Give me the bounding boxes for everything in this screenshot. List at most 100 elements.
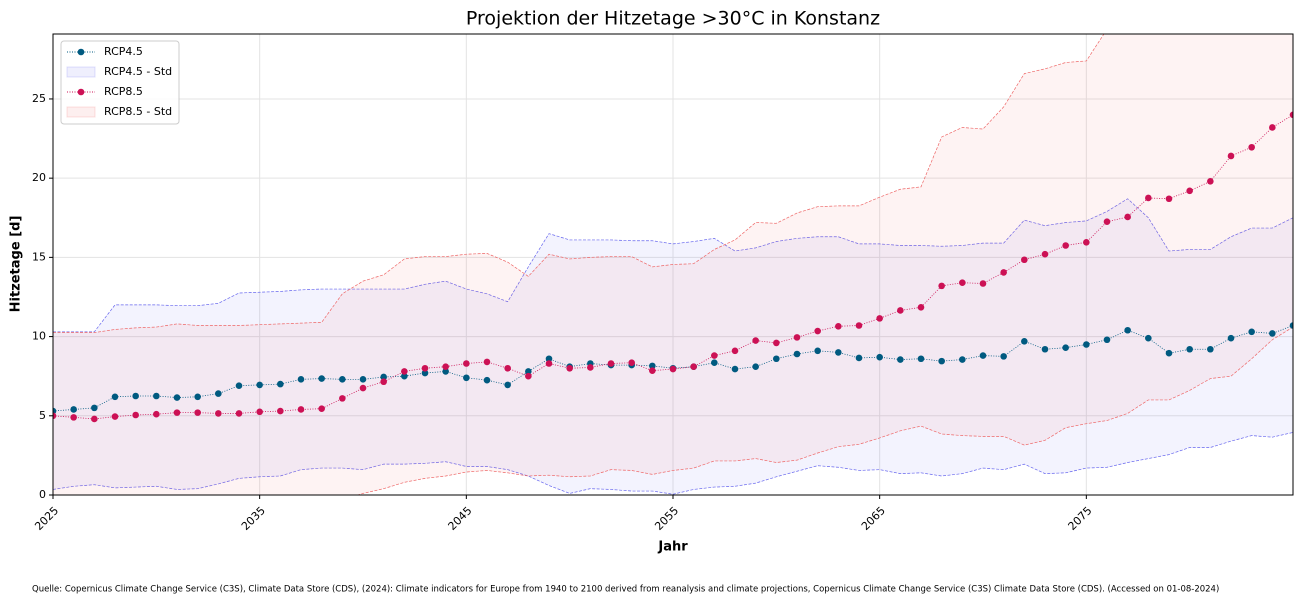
data-point	[979, 352, 987, 359]
data-point	[53, 412, 57, 420]
data-point	[194, 393, 201, 401]
data-point	[607, 360, 615, 367]
x-tick-label: 2055	[652, 504, 681, 533]
data-point	[359, 376, 367, 383]
data-point	[442, 363, 449, 370]
data-point	[628, 359, 635, 367]
data-point	[91, 404, 98, 412]
data-point	[959, 279, 966, 287]
data-point	[401, 372, 408, 380]
data-point	[649, 362, 656, 370]
data-point	[1165, 349, 1173, 357]
data-point	[731, 365, 739, 373]
data-point	[752, 337, 759, 344]
data-point	[132, 392, 139, 400]
data-point	[1021, 256, 1028, 264]
data-point	[463, 360, 470, 367]
x-tick-label: 2035	[239, 504, 268, 533]
data-point	[525, 372, 532, 380]
data-point	[876, 315, 883, 322]
data-point	[1269, 124, 1276, 131]
legend-box	[60, 40, 180, 125]
data-point	[235, 382, 243, 389]
data-point	[711, 352, 718, 359]
data-point	[793, 350, 801, 358]
y-tick-label: 15	[32, 250, 46, 263]
data-point	[339, 376, 346, 383]
data-point	[421, 364, 429, 372]
y-tick-label: 10	[32, 330, 46, 343]
data-point	[1207, 178, 1214, 185]
data-point	[277, 407, 284, 415]
data-point	[649, 367, 656, 374]
data-point	[938, 357, 945, 365]
data-point	[938, 282, 945, 290]
data-point	[297, 406, 305, 413]
legend-swatch	[66, 106, 96, 118]
data-point	[277, 380, 284, 388]
data-point	[504, 364, 511, 372]
data-point	[153, 410, 160, 418]
data-point	[1083, 341, 1090, 348]
x-tick-label: 2045	[446, 504, 475, 533]
data-point	[111, 413, 119, 420]
data-point	[1062, 344, 1069, 351]
data-point	[483, 358, 491, 366]
x-tick-label: 2065	[859, 504, 888, 533]
data-point	[194, 409, 201, 416]
data-point	[897, 356, 904, 363]
y-tick-label: 5	[39, 409, 46, 422]
data-point	[1062, 242, 1069, 249]
y-axis-label: Hitzetage [d]	[9, 216, 24, 313]
data-point	[793, 334, 801, 341]
data-point	[814, 327, 821, 335]
data-point	[442, 368, 449, 375]
data-point	[1165, 195, 1173, 203]
std-lower-edge	[53, 432, 1293, 495]
data-point	[897, 307, 904, 314]
data-point	[1248, 328, 1255, 336]
data-point	[1124, 326, 1131, 334]
data-point	[339, 395, 346, 402]
std-lower-edge	[317, 326, 1293, 495]
data-point	[70, 414, 77, 421]
y-tick-label: 20	[32, 171, 46, 184]
data-point	[773, 355, 780, 363]
legend-label: RCP8.5	[104, 85, 143, 98]
data-point	[1289, 322, 1293, 329]
data-point	[215, 390, 222, 397]
data-point	[1021, 338, 1028, 345]
data-point	[566, 364, 573, 372]
data-point	[1000, 353, 1007, 360]
data-point	[401, 368, 408, 375]
y-tick-label: 25	[32, 92, 46, 105]
data-point	[173, 409, 181, 416]
data-point	[70, 406, 77, 413]
legend-swatch	[66, 66, 96, 78]
data-point	[1186, 345, 1193, 353]
data-point	[855, 354, 863, 362]
legend-label: RCP4.5	[104, 45, 143, 58]
legend-marker	[77, 88, 85, 96]
data-point	[1000, 269, 1007, 276]
x-axis-label: Jahr	[657, 540, 688, 555]
data-point	[483, 376, 491, 384]
data-point	[835, 349, 842, 356]
legend-label: RCP4.5 - Std	[104, 65, 172, 78]
data-point	[256, 381, 263, 389]
data-point	[855, 322, 863, 329]
data-point	[1269, 330, 1276, 337]
data-point	[318, 405, 325, 412]
data-point	[132, 411, 139, 419]
data-point	[1103, 336, 1111, 344]
data-point	[979, 280, 987, 287]
data-point	[463, 374, 470, 382]
data-point	[1041, 345, 1049, 353]
data-point	[1289, 111, 1293, 119]
data-point	[1145, 194, 1152, 202]
data-point	[504, 381, 511, 389]
data-point	[814, 347, 821, 355]
source-note: Quelle: Copernicus Climate Change Servic…	[32, 585, 1219, 595]
data-point	[91, 415, 98, 423]
